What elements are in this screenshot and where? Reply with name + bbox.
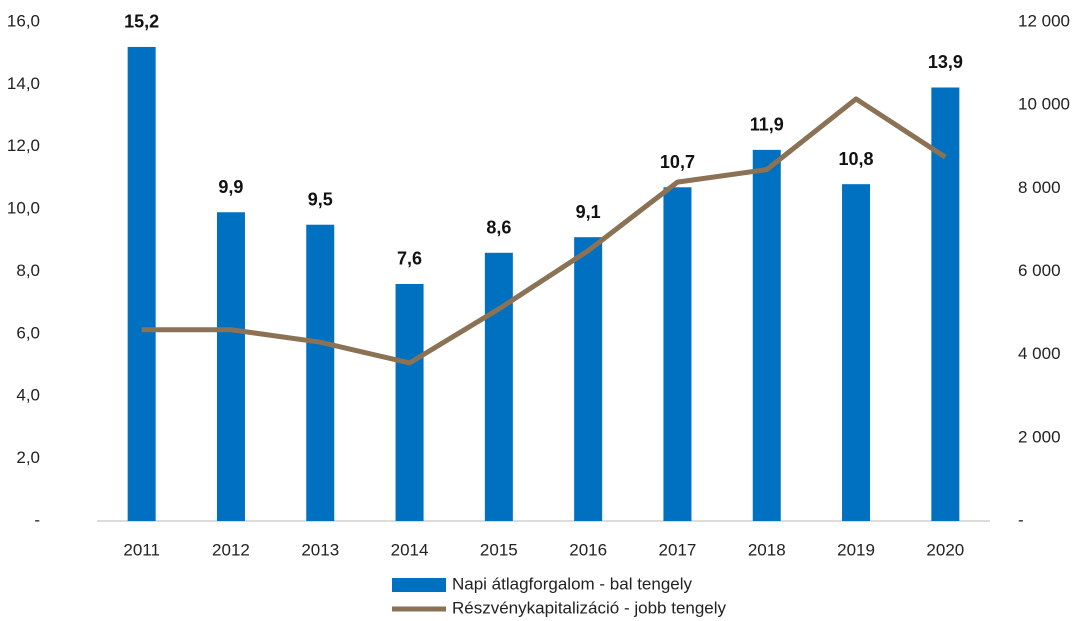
x-tick-label: 2016	[569, 540, 607, 559]
y2-tick-label: 2 000	[1018, 427, 1061, 446]
y2-tick-label: 10 000	[1018, 95, 1070, 114]
line	[141, 96, 947, 366]
bar	[752, 149, 781, 521]
x-tick-label: 2019	[837, 540, 875, 559]
y2-tick-label: 6 000	[1018, 261, 1061, 280]
bar	[574, 237, 603, 521]
data-label: 8,6	[486, 218, 511, 238]
y2-tick-label: 8 000	[1018, 178, 1061, 197]
y-tick-label: 4,0	[16, 386, 40, 405]
y-tick-label: 12,0	[7, 136, 40, 155]
x-tick-label: 2017	[659, 540, 697, 559]
data-label: 7,6	[397, 249, 422, 269]
bar	[663, 187, 692, 521]
y-tick-label: 16,0	[7, 11, 40, 30]
y-tick-label: 6,0	[16, 323, 40, 342]
data-label: 15,2	[124, 12, 159, 32]
legend-label: Napi átlagforgalom - bal tengely	[452, 574, 693, 593]
y-tick-label: 2,0	[16, 448, 40, 467]
bar	[306, 224, 335, 521]
y2-tick-label: 12 000	[1018, 11, 1070, 30]
x-tick-label: 2012	[212, 540, 250, 559]
bar	[216, 212, 245, 521]
bar	[842, 184, 871, 522]
data-label: 10,8	[839, 149, 874, 169]
data-label: 9,9	[218, 177, 243, 197]
legend-swatch	[392, 578, 446, 592]
y-tick-label: 14,0	[7, 74, 40, 93]
data-label: 9,1	[576, 202, 601, 222]
data-label: 9,5	[308, 189, 333, 209]
bar	[395, 283, 424, 521]
x-tick-label: 2015	[480, 540, 518, 559]
bar	[127, 46, 156, 521]
y-tick-label: 10,0	[7, 199, 40, 218]
x-tick-label: 2018	[748, 540, 786, 559]
y2-tick-label: 4 000	[1018, 344, 1061, 363]
data-label: 11,9	[750, 115, 784, 135]
data-label: 13,9	[928, 52, 963, 72]
bar	[931, 87, 960, 522]
y-tick-label: -	[34, 510, 40, 529]
legend-label: Részvénykapitalizáció - jobb tengely	[452, 598, 727, 617]
bar	[484, 252, 513, 521]
x-tick-label: 2011	[123, 540, 160, 559]
data-label: 10,7	[660, 152, 695, 172]
y2-tick-label: -	[1018, 510, 1024, 529]
x-tick-label: 2013	[301, 540, 339, 559]
x-tick-label: 2014	[391, 540, 429, 559]
y-tick-label: 8,0	[16, 261, 40, 280]
x-tick-label: 2020	[926, 540, 964, 559]
